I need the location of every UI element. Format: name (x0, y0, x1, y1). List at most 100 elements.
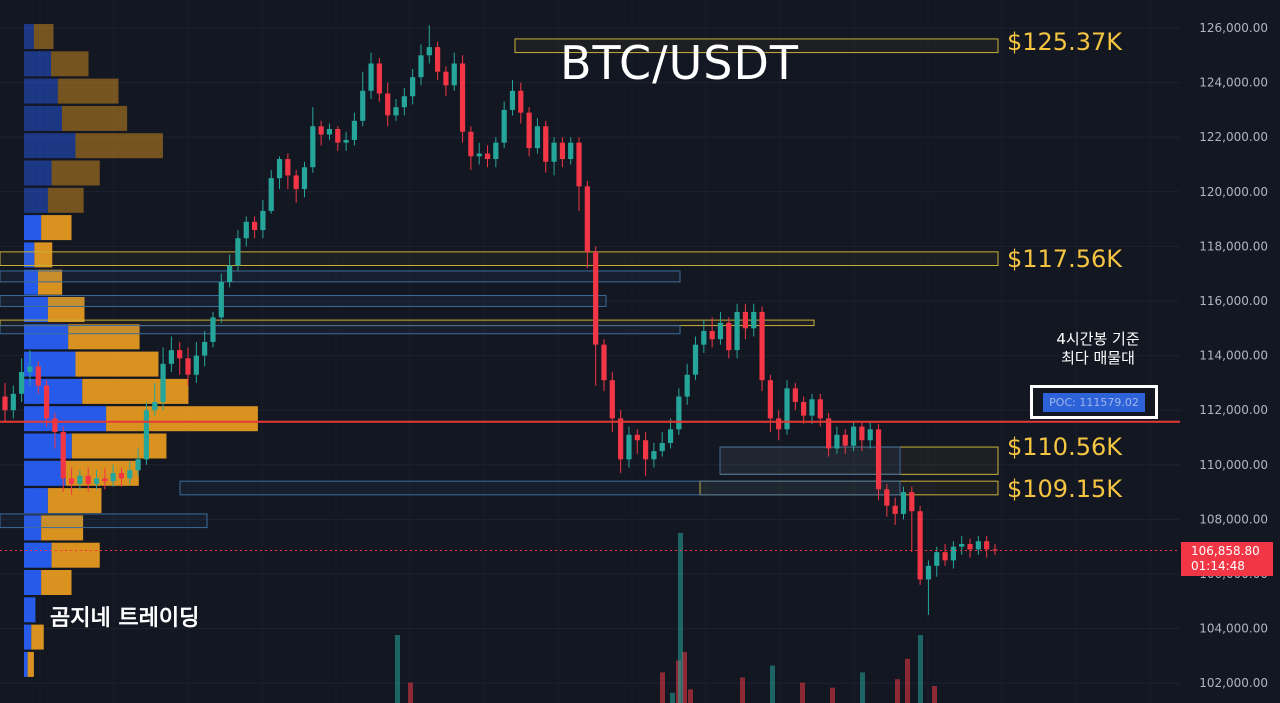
level-zone (179, 480, 901, 496)
candle-body (443, 71, 449, 86)
candle-body (118, 472, 125, 479)
volume-bar (678, 533, 683, 703)
candle-body (168, 350, 174, 364)
vp-bar-down (82, 378, 189, 404)
candle-body (35, 366, 41, 386)
chart-grid (0, 27, 1180, 684)
candle-body (576, 142, 582, 187)
candle-body (717, 322, 724, 340)
candle-body (218, 281, 224, 318)
candle-body (850, 426, 857, 446)
candle-body (842, 434, 848, 446)
candle-body (368, 63, 374, 91)
candle-body (593, 251, 599, 345)
candle-body (759, 311, 765, 381)
vp-bar-up (24, 624, 32, 650)
vp-bar-down (41, 215, 72, 241)
candle-body (526, 112, 532, 149)
volume-bar (918, 635, 923, 703)
vp-bar-up (24, 242, 35, 268)
candle-body (900, 492, 907, 514)
vp-bar-down (75, 133, 163, 159)
candle-body (892, 505, 898, 514)
candle-body (734, 311, 740, 351)
candle-body (975, 541, 981, 550)
candle-body (518, 90, 524, 113)
candle-body (967, 543, 973, 550)
volume-bar (395, 635, 400, 703)
candle-body (235, 238, 241, 266)
level-zones (0, 38, 999, 529)
candle-body (909, 492, 915, 512)
volume-bar (682, 652, 687, 703)
candle-body (276, 159, 283, 179)
level-label-110k: $110.56K (1007, 433, 1122, 461)
volume-bar (770, 665, 775, 703)
poc-annotation: 4시간봉 기준 최다 매물대 (1038, 330, 1158, 368)
candle-body (801, 402, 807, 416)
candle-body (2, 396, 8, 411)
vp-bar-up (24, 160, 52, 186)
candle-body (767, 380, 773, 419)
candle-body (942, 552, 948, 561)
candle-body (875, 429, 882, 490)
candle-body (867, 429, 873, 441)
volume-bars (395, 533, 937, 703)
candle-body (451, 63, 457, 86)
volume-bar (688, 689, 693, 703)
candle-body (584, 186, 590, 252)
candle-body (950, 546, 957, 561)
candle-body (834, 434, 840, 449)
candle-body (534, 126, 541, 149)
candle-body (251, 221, 258, 231)
candle-body (93, 478, 100, 484)
candle-body (193, 355, 199, 375)
candle-body (701, 331, 707, 345)
poc-label: POC: 111579.02 (1043, 392, 1145, 412)
candle-body (376, 63, 382, 94)
candle-body (959, 543, 965, 547)
candle-body (626, 434, 632, 460)
volume-bar (905, 658, 910, 703)
price-tick-label: 116,000.00 (1199, 294, 1268, 308)
candle-body (351, 120, 358, 140)
volume-bar (860, 672, 865, 703)
vp-bar-down (47, 187, 84, 213)
last-price-tag: 106,858.80 01:14:48 (1181, 542, 1273, 576)
candle-body (634, 434, 640, 441)
candle-body (709, 331, 715, 340)
candle-body (210, 317, 216, 342)
candle-body (917, 511, 923, 580)
vp-bar-up (24, 651, 28, 677)
candle-body (459, 63, 466, 132)
candle-body (127, 470, 133, 479)
candle-body (85, 475, 91, 484)
candle-body (884, 489, 890, 506)
vp-bar-up (24, 51, 52, 77)
volume-bar (670, 692, 675, 703)
price-tick-label: 124,000.00 (1199, 76, 1268, 90)
candle-body (501, 109, 507, 143)
candle-body (601, 344, 607, 381)
price-axis[interactable]: 126,000.00 124,000.00 122,000.00 120,000.00… (1199, 21, 1268, 690)
candle-body (60, 432, 66, 479)
candle-body (243, 221, 249, 239)
volume-bar (895, 679, 900, 703)
vp-bar-up (24, 133, 76, 159)
candle-body (468, 131, 474, 157)
candle-body (476, 153, 482, 157)
candle-body (726, 322, 732, 351)
candle-body (984, 541, 990, 550)
candle-body (260, 210, 266, 231)
candle-body (227, 265, 233, 282)
candle-body (826, 418, 832, 449)
vp-bar-down (31, 624, 44, 650)
candle-body (509, 90, 516, 110)
bar-countdown: 01:14:48 (1191, 559, 1245, 573)
vp-bar-up (24, 570, 42, 595)
poc-note-line2: 최다 매물대 (1061, 349, 1135, 367)
vp-bar-down (71, 433, 167, 459)
candle-body (43, 385, 50, 419)
vp-bar-down (51, 51, 89, 77)
